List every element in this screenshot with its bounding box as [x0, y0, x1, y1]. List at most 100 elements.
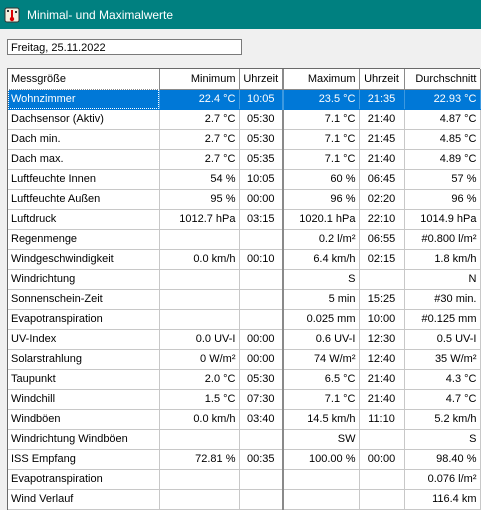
cell-min-time: 05:35 [239, 149, 284, 170]
cell-min-time: 10:05 [239, 89, 284, 110]
cell-name: Dachsensor (Aktiv) [8, 109, 160, 130]
cell-maximum: 96 % [283, 189, 360, 210]
cell-name: Taupunkt [8, 369, 160, 390]
table-row[interactable]: Wohnzimmer 22.4 °C 10:05 23.5 °C 21:35 22.93 … [8, 89, 481, 110]
cell-max-time: 21:40 [359, 389, 405, 410]
cell-minimum [159, 309, 240, 330]
col-header-max-time[interactable]: Uhrzeit [359, 69, 405, 90]
cell-max-time: 21:35 [359, 89, 405, 110]
cell-name: Windrichtung [8, 269, 160, 290]
table-row[interactable]: Wind Verlauf 116.4 km [8, 489, 481, 510]
cell-minimum: 54 % [159, 169, 240, 190]
table-row[interactable]: Dach min. 2.7 °C 05:30 7.1 °C 21:45 4.85 °C [8, 129, 481, 150]
cell-max-time: 21:40 [359, 369, 405, 390]
cell-max-time: 11:10 [359, 409, 405, 430]
col-header-min-time[interactable]: Uhrzeit [239, 69, 284, 90]
cell-min-time: 05:30 [239, 129, 284, 150]
cell-average: #30 min. [404, 289, 481, 310]
cell-max-time: 12:40 [359, 349, 405, 370]
table-row[interactable]: Luftfeuchte Außen 95 % 00:00 96 % 02:20 96 % [8, 189, 481, 210]
cell-maximum: 23.5 °C [283, 89, 360, 110]
cell-maximum: 14.5 km/h [283, 409, 360, 430]
cell-name: Sonnenschein-Zeit [8, 289, 160, 310]
window-titlebar: Minimal- und Maximalwerte [0, 0, 481, 29]
table-row[interactable]: Windböen 0.0 km/h 03:40 14.5 km/h 11:10 5.2 k… [8, 409, 481, 430]
cell-maximum: 100.00 % [283, 449, 360, 470]
cell-average: 4.89 °C [404, 149, 481, 170]
table-row[interactable]: ISS Empfang 72.81 % 00:35 100.00 % 00:00 98.4… [8, 449, 481, 470]
cell-name: Dach max. [8, 149, 160, 170]
cell-maximum: 7.1 °C [283, 149, 360, 170]
table-row[interactable]: Solarstrahlung 0 W/m² 00:00 74 W/m² 12:40 35 … [8, 349, 481, 370]
cell-maximum: 5 min [283, 289, 360, 310]
cell-average: 57 % [404, 169, 481, 190]
col-header-minimum[interactable]: Minimum [159, 69, 240, 90]
cell-maximum: S [283, 269, 360, 290]
cell-min-time: 00:35 [239, 449, 284, 470]
cell-minimum: 2.7 °C [159, 149, 240, 170]
cell-maximum: 6.5 °C [283, 369, 360, 390]
cell-maximum: 1020.1 hPa [283, 209, 360, 230]
cell-average: 35 W/m² [404, 349, 481, 370]
cell-minimum: 0 W/m² [159, 349, 240, 370]
cell-average: 22.93 °C [404, 89, 481, 110]
cell-average: 4.3 °C [404, 369, 481, 390]
cell-min-time: 10:05 [239, 169, 284, 190]
col-header-maximum[interactable]: Maximum [283, 69, 360, 90]
cell-average: N [404, 269, 481, 290]
cell-minimum: 1012.7 hPa [159, 209, 240, 230]
cell-max-time: 12:30 [359, 329, 405, 350]
cell-maximum: 6.4 km/h [283, 249, 360, 270]
table-row[interactable]: Regenmenge 0.2 l/m² 06:55 #0.800 l/m² [8, 229, 481, 250]
cell-average: 98.40 % [404, 449, 481, 470]
cell-min-time: 00:00 [239, 349, 284, 370]
cell-min-time [239, 309, 284, 330]
table-row[interactable]: Taupunkt 2.0 °C 05:30 6.5 °C 21:40 4.3 °C [8, 369, 481, 390]
table-row[interactable]: UV-Index 0.0 UV-I 00:00 0.6 UV-I 12:30 0.5 UV… [8, 329, 481, 350]
cell-name: UV-Index [8, 329, 160, 350]
cell-max-time: 21:40 [359, 109, 405, 130]
table-row[interactable]: Windrichtung S N [8, 269, 481, 290]
table-row[interactable]: Windrichtung Windböen SW S [8, 429, 481, 450]
table-row[interactable]: Dach max. 2.7 °C 05:35 7.1 °C 21:40 4.89 °C [8, 149, 481, 170]
cell-max-time: 10:00 [359, 309, 405, 330]
cell-average: 96 % [404, 189, 481, 210]
cell-minimum: 0.0 km/h [159, 249, 240, 270]
table-row[interactable]: Luftfeuchte Innen 54 % 10:05 60 % 06:45 57 % [8, 169, 481, 190]
cell-name: Evapotranspiration [8, 469, 160, 490]
table-row[interactable]: Sonnenschein-Zeit 5 min 15:25 #30 min. [8, 289, 481, 310]
col-header-name[interactable]: Messgröße [8, 69, 160, 90]
cell-minimum [159, 489, 240, 510]
cell-min-time: 07:30 [239, 389, 284, 410]
table-row[interactable]: Dachsensor (Aktiv) 2.7 °C 05:30 7.1 °C 21:40… [8, 109, 481, 130]
cell-name: Wind Verlauf [8, 489, 160, 510]
cell-name: Solarstrahlung [8, 349, 160, 370]
table-row[interactable]: Evapotranspiration 0.076 l/m² [8, 469, 481, 490]
table-row[interactable]: Windgeschwindigkeit 0.0 km/h 00:10 6.4 km/h… [8, 249, 481, 270]
table-row[interactable]: Windchill 1.5 °C 07:30 7.1 °C 21:40 4.7 °C [8, 389, 481, 410]
table-row[interactable]: Luftdruck 1012.7 hPa 03:15 1020.1 hPa 22:10 1… [8, 209, 481, 230]
cell-name: Windböen [8, 409, 160, 430]
cell-minimum: 1.5 °C [159, 389, 240, 410]
cell-min-time [239, 289, 284, 310]
cell-max-time: 15:25 [359, 289, 405, 310]
cell-maximum: 0.6 UV-I [283, 329, 360, 350]
cell-maximum: 60 % [283, 169, 360, 190]
date-field[interactable]: Freitag, 25.11.2022 [7, 39, 242, 55]
col-header-average[interactable]: Durchschnitt [404, 69, 481, 90]
minmax-table[interactable]: Messgröße Minimum Uhrzeit Maximum Uhrzei… [7, 68, 481, 510]
cell-name: Dach min. [8, 129, 160, 150]
cell-name: Windgeschwindigkeit [8, 249, 160, 270]
cell-maximum: 7.1 °C [283, 389, 360, 410]
cell-maximum [283, 489, 360, 510]
cell-max-time [359, 489, 405, 510]
cell-maximum: 74 W/m² [283, 349, 360, 370]
cell-max-time [359, 469, 405, 490]
cell-minimum [159, 289, 240, 310]
cell-name: Regenmenge [8, 229, 160, 250]
cell-minimum: 72.81 % [159, 449, 240, 470]
cell-maximum [283, 469, 360, 490]
cell-name: Windchill [8, 389, 160, 410]
cell-minimum [159, 269, 240, 290]
table-row[interactable]: Evapotranspiration 0.025 mm 10:00 #0.125 mm [8, 309, 481, 330]
